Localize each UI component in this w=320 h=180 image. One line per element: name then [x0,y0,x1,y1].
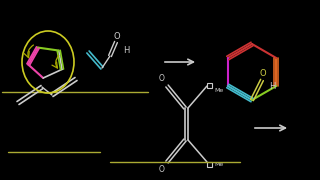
Text: Me: Me [214,161,224,166]
Text: O: O [159,73,165,82]
Text: H: H [269,82,275,91]
Text: O: O [114,31,120,40]
Text: O: O [159,165,165,174]
Text: H: H [123,46,129,55]
Text: Me: Me [214,87,224,93]
Bar [207,162,212,167]
Bar [207,83,212,88]
Text: O: O [260,69,266,78]
